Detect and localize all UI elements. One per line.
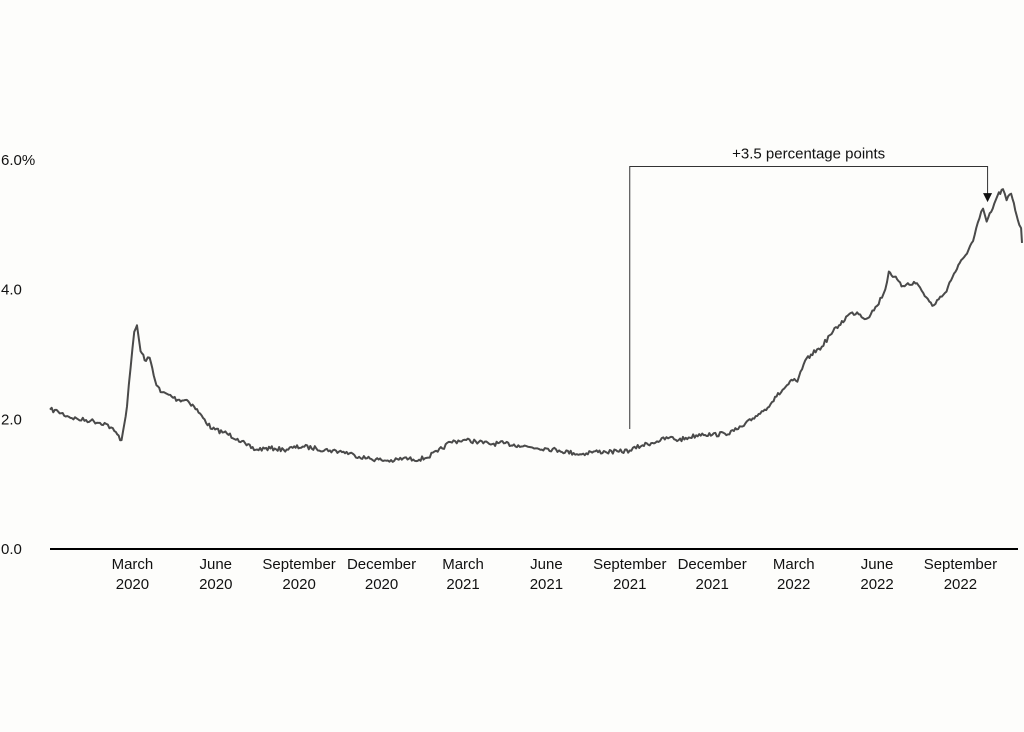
x-tick-label: June 2020 xyxy=(199,556,232,593)
y-tick-label: 6.0% xyxy=(1,152,35,169)
x-tick-label: March 2020 xyxy=(112,556,154,593)
annotation-bracket-line xyxy=(629,165,989,430)
x-tick-label: September 2020 xyxy=(262,556,335,593)
y-tick-label: 4.0 xyxy=(1,282,22,299)
x-tick-label: March 2021 xyxy=(442,556,484,593)
x-tick-label: June 2021 xyxy=(530,556,563,593)
x-tick-label: December 2021 xyxy=(678,556,747,593)
y-tick-label: 0.0 xyxy=(1,541,22,558)
x-tick-label: September 2022 xyxy=(924,556,997,593)
y-tick-label: 2.0 xyxy=(1,411,22,428)
y-axis-ticks: 0.0 2.0 4.0 6.0% xyxy=(1,152,35,558)
annotation-arrowhead xyxy=(983,193,993,203)
x-tick-label: June 2022 xyxy=(860,556,893,593)
series-line xyxy=(49,188,1023,463)
x-tick-label: September 2021 xyxy=(593,556,666,593)
annotation-label: +3.5 percentage points xyxy=(732,145,885,162)
annotation-bracket: +3.5 percentage points xyxy=(629,145,993,430)
x-tick-label: March 2022 xyxy=(773,556,815,593)
x-tick-label: December 2020 xyxy=(347,556,416,593)
x-axis-ticks: March 2020 June 2020 September 2020 December 20… xyxy=(112,556,998,593)
